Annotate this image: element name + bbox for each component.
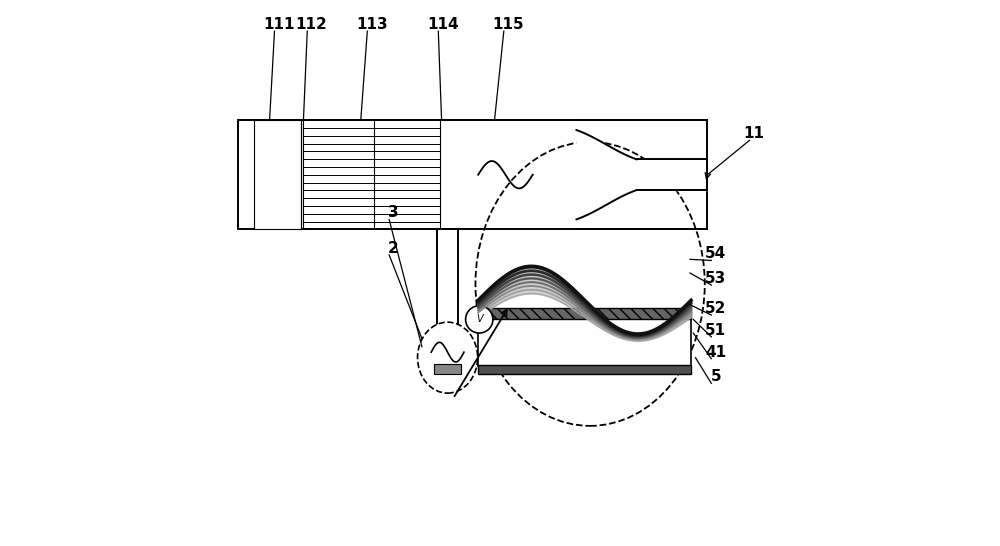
Text: V: V (476, 314, 483, 324)
Bar (437, 229, 458, 330)
Text: 3: 3 (388, 205, 399, 221)
Circle shape (466, 306, 493, 333)
Text: 112: 112 (296, 17, 328, 32)
Bar (478, 319, 691, 366)
Text: 41: 41 (705, 345, 726, 360)
Text: 5: 5 (710, 369, 721, 384)
Text: 114: 114 (427, 17, 458, 32)
Bar (477, 310, 478, 326)
Bar (238, 120, 707, 229)
Ellipse shape (418, 322, 478, 393)
Text: 52: 52 (705, 301, 726, 316)
Bar (434, 364, 461, 374)
Bar (478, 308, 691, 319)
Text: 115: 115 (492, 17, 524, 32)
Bar (254, 120, 301, 229)
Text: 11: 11 (743, 126, 764, 141)
Text: 2: 2 (388, 241, 399, 256)
Text: 53: 53 (705, 271, 726, 286)
Text: 54: 54 (705, 246, 726, 262)
Text: 51: 51 (705, 323, 726, 338)
Text: 111: 111 (263, 17, 295, 32)
Text: 113: 113 (356, 17, 388, 32)
Bar (478, 365, 691, 374)
